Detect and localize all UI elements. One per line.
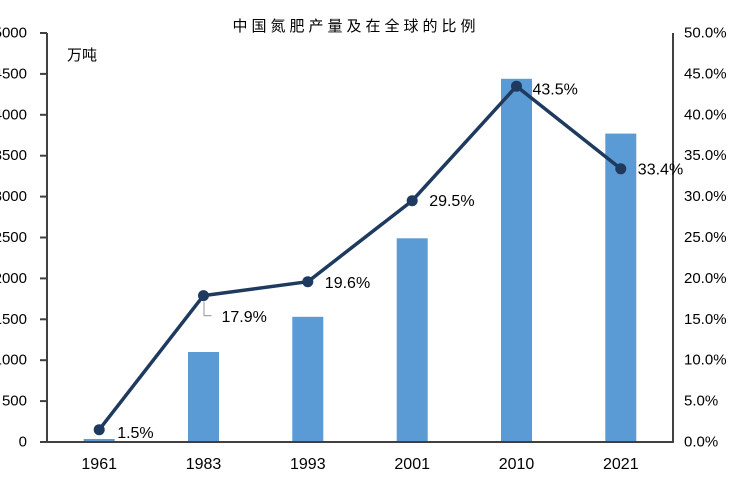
bar-2010 — [501, 78, 532, 443]
data-point-1983 — [198, 290, 209, 302]
x-axis-label-1983: 1983 — [186, 456, 222, 473]
right-axis-tick-label: 15.0% — [684, 311, 727, 328]
chart-title: 中国氮肥产量及在全球的比例 — [232, 17, 479, 35]
right-axis-tick-label: 25.0% — [684, 229, 727, 246]
bars-group — [83, 78, 637, 443]
x-axis-label-2001: 2001 — [394, 456, 430, 473]
left-axis-tick-label: 500 — [2, 393, 27, 410]
point-label-2010: 43.5% — [533, 82, 578, 99]
x-axis-label-1993: 1993 — [290, 456, 326, 473]
point-label-2001: 29.5% — [429, 193, 474, 210]
right-axis-tick-label: 40.0% — [684, 106, 727, 123]
bar-2021 — [605, 133, 637, 442]
left-axis-tick-label: 2000 — [0, 270, 27, 287]
left-axis-tick-label: 0 — [19, 434, 27, 451]
x-axis-label-2021: 2021 — [603, 456, 639, 473]
data-point-1993 — [302, 276, 314, 288]
right-axis-tick-label: 35.0% — [684, 147, 727, 164]
left-axis-tick-label: 1500 — [0, 311, 27, 328]
left-axis-tick-label: 4000 — [0, 106, 27, 123]
right-axis-tick-label: 30.0% — [684, 188, 727, 205]
bar-1961 — [83, 439, 115, 442]
trend-line — [97, 84, 623, 432]
right-axis-tick-label: 45.0% — [684, 65, 727, 82]
line-group — [93, 80, 627, 436]
data-point-2021 — [615, 163, 627, 175]
data-point-2010 — [511, 80, 522, 92]
x-axis-label-2010: 2010 — [499, 456, 535, 473]
right-axis-tick-label: 5.0% — [684, 393, 718, 410]
bar-1993 — [292, 316, 324, 442]
label-leader-line — [203, 301, 212, 317]
left-axis-tick-label: 3500 — [0, 147, 27, 164]
bar-2001 — [396, 238, 428, 442]
left-axis-tick-label: 1000 — [0, 352, 27, 369]
data-point-2001 — [406, 195, 418, 207]
point-label-1961: 1.5% — [117, 425, 153, 442]
right-axis-tick-label: 10.0% — [684, 352, 727, 369]
right-axis-tick-label: 0.0% — [684, 434, 718, 451]
right-axis-tick-label: 20.0% — [684, 270, 727, 287]
left-axis-unit-label: 万吨 — [67, 47, 97, 64]
point-label-1993: 19.6% — [325, 275, 370, 292]
bar-1983 — [188, 352, 219, 442]
left-axis-tick-label: 4500 — [0, 65, 27, 82]
axes-group: 0 500 1000 1500 2000 2500 3000 3500 4000 4500 5000… — [0, 25, 727, 474]
data-labels-group: 1.5% 17.9% 19.6% 29.5% 43.5% 33.4% — [117, 82, 683, 443]
left-axis-tick-label: 3000 — [0, 188, 27, 205]
point-label-2021: 33.4% — [638, 161, 683, 178]
left-axis-tick-label: 2500 — [0, 229, 27, 246]
data-point-1961 — [93, 424, 105, 436]
point-label-1983: 17.9% — [222, 309, 267, 326]
right-axis-tick-label: 50.0% — [684, 25, 727, 42]
x-axis-label-1961: 1961 — [81, 456, 117, 473]
